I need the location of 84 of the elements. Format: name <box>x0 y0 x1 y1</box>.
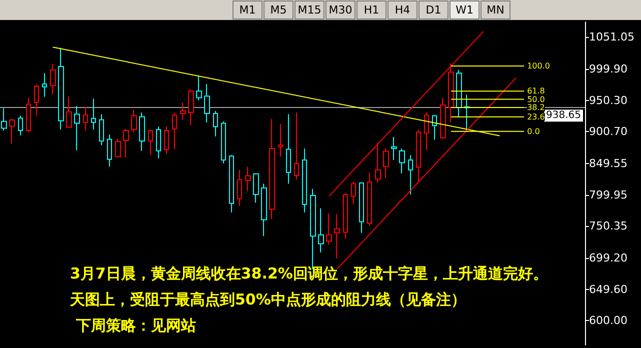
y-tick-label: 600.00 <box>589 314 628 327</box>
candlestick <box>399 148 405 174</box>
y-tick-label: 750.35 <box>589 220 628 233</box>
candlestick <box>91 98 96 130</box>
y-tick-label: 1051.05 <box>589 30 634 44</box>
candlestick <box>107 134 112 168</box>
text: M5 <box>270 4 287 16</box>
text: M15 <box>298 4 322 16</box>
candlestick <box>269 118 275 220</box>
y-tick-label: 799.95 <box>589 188 628 202</box>
candlestick <box>343 192 348 240</box>
candlestick <box>66 96 72 128</box>
candlestick <box>334 214 340 259</box>
series-label: 23.6 <box>527 112 545 122</box>
candlestick <box>229 154 234 214</box>
annotation: 天图上，受阻于最高点到50%中点形成的阻力线（见备注） <box>69 290 466 308</box>
candlestick <box>261 183 267 237</box>
candlestick <box>99 114 104 146</box>
y-tick-label: 849.55 <box>589 157 628 170</box>
candlestick <box>294 112 299 180</box>
candlestick <box>131 109 137 133</box>
text: D1 <box>426 4 442 16</box>
candlestick <box>440 97 446 140</box>
y-tick-label: 999.90 <box>589 62 628 76</box>
candlestick <box>148 129 153 156</box>
candlestick <box>391 136 397 161</box>
candlestick <box>432 114 437 140</box>
candlestick <box>448 62 454 123</box>
candlestick <box>367 172 372 226</box>
candlestick <box>278 123 283 158</box>
ref-line-label: 938.65 <box>546 110 581 122</box>
candlestick <box>302 148 307 214</box>
candlestick <box>424 112 429 151</box>
candlestick <box>196 75 202 101</box>
annotation: 3月7日晨，黄金周线收在38.2%回调位，形成十字星，上升通道完好。 <box>70 264 548 282</box>
candlestick <box>237 169 242 206</box>
candlestick <box>318 208 324 254</box>
series-label: 0.0 <box>527 126 540 136</box>
candlestick <box>18 115 23 136</box>
text: W1 <box>456 4 474 16</box>
series-label: 50.0 <box>527 94 545 104</box>
candlestick <box>115 138 121 158</box>
series-label: 38.2 <box>527 102 545 112</box>
candlestick <box>139 112 145 152</box>
candlestick <box>74 105 80 151</box>
candlestick <box>408 154 413 195</box>
text: H4 <box>394 4 410 16</box>
candlestick <box>456 69 462 118</box>
text: M30 <box>328 4 352 16</box>
y-tick-label: 699.20 <box>589 252 628 265</box>
series-label: 100.0 <box>527 61 550 70</box>
candlestick <box>34 84 39 116</box>
text: MN <box>486 4 504 16</box>
candlestick <box>50 63 56 95</box>
candlestick <box>351 180 356 205</box>
text: M1 <box>239 4 256 16</box>
text: H1 <box>364 4 380 16</box>
y-tick-label: 649.60 <box>589 282 628 296</box>
candlestick <box>188 89 194 126</box>
candlestick <box>383 148 389 179</box>
candlestick <box>83 106 88 132</box>
candlestick <box>164 126 169 155</box>
candlestick <box>213 110 218 137</box>
candlestick <box>172 112 177 150</box>
candlestick <box>359 182 364 234</box>
candlestick <box>326 213 332 246</box>
candlestick <box>286 114 291 184</box>
series-label: 61.8 <box>527 86 545 96</box>
candlestick <box>156 126 161 159</box>
y-tick-label: 950.30 <box>589 94 628 107</box>
candlestick <box>123 128 129 158</box>
candlestick <box>9 118 15 144</box>
candlestick <box>375 142 381 183</box>
candlestick <box>221 120 226 164</box>
candlestick <box>204 83 210 123</box>
candlestick <box>42 72 47 98</box>
candlestick <box>253 172 259 204</box>
candlestick <box>180 102 186 121</box>
candlestick <box>26 97 31 133</box>
candlestick <box>245 166 251 192</box>
annotation: 下周策略：见网站 <box>75 316 196 334</box>
candlestick <box>58 47 64 130</box>
y-tick-label: 900.70 <box>589 125 628 138</box>
candlestick <box>416 129 421 182</box>
